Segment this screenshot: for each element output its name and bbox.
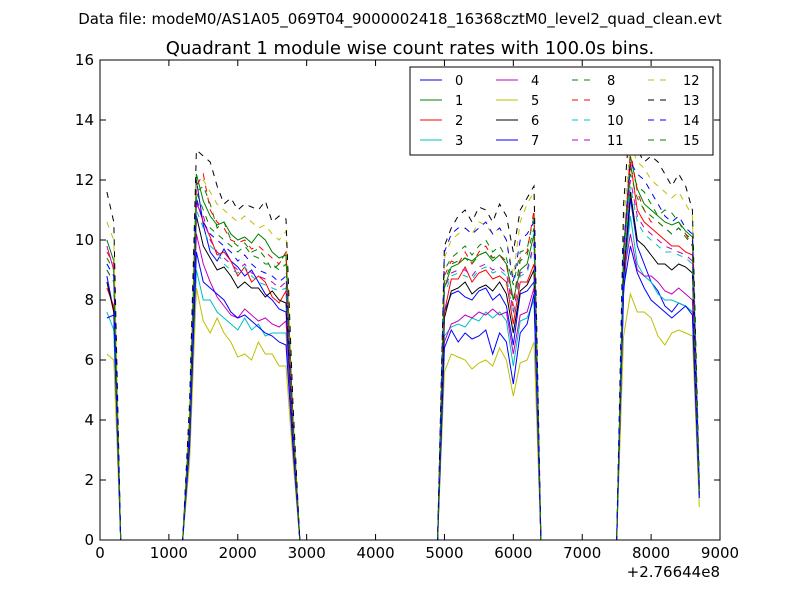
x-tick-label: 4000 <box>356 544 394 562</box>
x-tick-label: 1000 <box>150 544 188 562</box>
chart-title: Quadrant 1 module wise count rates with … <box>166 38 655 59</box>
y-tick-label: 10 <box>75 231 94 249</box>
y-tick-label: 14 <box>75 111 94 129</box>
x-tick-label: 9000 <box>701 544 739 562</box>
x-offset-label: +2.76644e8 <box>627 563 720 581</box>
legend-label-4: 4 <box>531 74 539 89</box>
y-tick-label: 4 <box>84 411 94 429</box>
x-tick-label: 6000 <box>494 544 532 562</box>
y-tick-label: 8 <box>84 291 94 309</box>
x-axis: 0 1000 2000 3000 4000 5000 6000 7000 8000 9000 <box>95 60 739 562</box>
legend-label-6: 6 <box>531 114 539 129</box>
y-tick-label: 0 <box>84 531 94 549</box>
chart-suptitle: Data file: modeM0/AS1A05_069T04_90000024… <box>78 10 722 29</box>
legend-label-13: 13 <box>683 94 700 109</box>
legend-label-14: 14 <box>683 114 700 129</box>
legend-label-10: 10 <box>607 114 624 129</box>
x-tick-label: 5000 <box>425 544 463 562</box>
x-tick-label: 7000 <box>563 544 601 562</box>
x-tick-label: 2000 <box>219 544 257 562</box>
legend-label-1: 1 <box>455 94 463 109</box>
series-line-12 <box>106 143 700 541</box>
legend-label-9: 9 <box>607 94 615 109</box>
y-tick-label: 2 <box>84 471 94 489</box>
legend-label-2: 2 <box>455 114 463 129</box>
x-tick-label: 8000 <box>632 544 670 562</box>
x-tick-label: 3000 <box>288 544 326 562</box>
legend-label-11: 11 <box>607 134 624 149</box>
y-tick-label: 16 <box>75 51 94 69</box>
y-tick-label: 12 <box>75 171 94 189</box>
legend-label-8: 8 <box>607 74 615 89</box>
y-tick-label: 6 <box>84 351 94 369</box>
legend-label-5: 5 <box>531 94 539 109</box>
legend-label-12: 12 <box>683 74 700 89</box>
legend-label-3: 3 <box>455 134 463 149</box>
legend-label-0: 0 <box>455 74 463 89</box>
x-tick-label: 0 <box>95 544 105 562</box>
legend-label-7: 7 <box>531 134 539 149</box>
legend-label-15: 15 <box>683 134 700 149</box>
